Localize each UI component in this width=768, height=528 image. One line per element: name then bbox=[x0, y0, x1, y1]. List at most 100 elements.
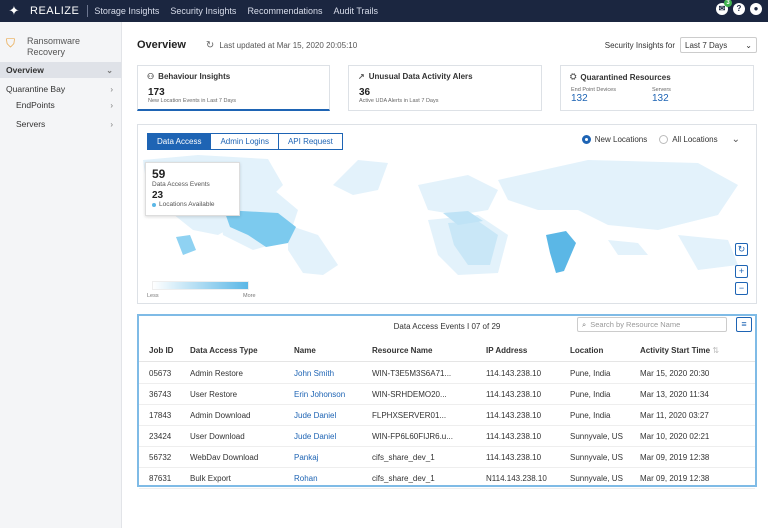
card-behaviour-insights[interactable]: ⚇ Behaviour Insights 173 New Location Eve… bbox=[137, 65, 330, 111]
card-value: 36 bbox=[359, 87, 371, 98]
cell-data-access-type: Admin Restore bbox=[190, 368, 243, 378]
sidebar-item-label: Overview bbox=[6, 65, 44, 75]
main-content: Overview ↻ Last updated at Mar 15, 2020 … bbox=[122, 22, 768, 528]
refresh-icon[interactable]: ↻ bbox=[205, 39, 215, 51]
last-updated: Last updated at Mar 15, 2020 20:05:10 bbox=[219, 40, 358, 50]
cell-ip-address: 114.143.238.10 bbox=[486, 431, 542, 441]
sidebar-item-overview[interactable]: Overview ⌄ bbox=[0, 62, 121, 78]
col-job-id[interactable]: Job ID bbox=[149, 346, 174, 355]
sidebar-item-endpoints[interactable]: EndPoints › bbox=[0, 97, 121, 113]
sort-icon[interactable]: ⇅ bbox=[712, 346, 720, 355]
help-icon[interactable]: ? bbox=[733, 3, 745, 15]
search-placeholder: Search by Resource Name bbox=[590, 320, 681, 329]
cell-location: Pune, India bbox=[570, 389, 611, 399]
cell-name[interactable]: Jude Daniel bbox=[294, 431, 337, 441]
col-location[interactable]: Location bbox=[570, 346, 604, 355]
servers-value[interactable]: 132 bbox=[651, 93, 669, 104]
cell-name[interactable]: Pankaj bbox=[294, 452, 319, 462]
cell-location: Sunnyvale, US bbox=[570, 473, 623, 483]
endpoint-label: End Point Devices bbox=[571, 87, 616, 93]
table-header: Job ID Data Access Type Name Resource Na… bbox=[139, 340, 755, 362]
table-row[interactable]: 87631 Bulk Export Rohan cifs_share_dev_1 N11… bbox=[139, 468, 755, 489]
radio-all-locations[interactable] bbox=[659, 135, 669, 144]
table-row[interactable]: 56732 WebDav Download Pankaj cifs_share_dev… bbox=[139, 447, 755, 468]
card-subtitle: Active UDA Alerts in Last 7 Days bbox=[359, 98, 439, 104]
col-ip-address[interactable]: IP Address bbox=[486, 346, 528, 355]
legend-dot-icon bbox=[152, 202, 156, 207]
cell-location: Pune, India bbox=[570, 368, 611, 378]
page-title: Overview bbox=[137, 39, 186, 51]
notifications-icon[interactable]: ✉ 3 bbox=[716, 0, 732, 15]
filter-icon[interactable]: ≡ bbox=[736, 317, 752, 332]
card-title: Quarantined Resources bbox=[580, 72, 671, 82]
chevron-right-icon: › bbox=[110, 100, 113, 110]
nav-storage-insights[interactable]: Storage Insights bbox=[94, 6, 160, 16]
cell-ip-address: 114.143.238.10 bbox=[486, 368, 542, 378]
zoom-in-button[interactable]: + bbox=[735, 265, 748, 278]
cell-name[interactable]: John Smith bbox=[294, 368, 335, 378]
card-quarantined-resources[interactable]: ⛭ Quarantined Resources End Point Devices… bbox=[560, 65, 754, 111]
col-data-access-type[interactable]: Data Access Type bbox=[190, 346, 258, 355]
reset-map-icon[interactable]: ↻ bbox=[735, 243, 748, 256]
cell-activity-start-time: Mar 09, 2019 12:38 bbox=[640, 473, 710, 483]
cell-data-access-type: Bulk Export bbox=[190, 473, 231, 483]
brand-name[interactable]: REALIZE bbox=[30, 5, 80, 17]
cell-resource-name: WIN-T3E5M3S6A71... bbox=[372, 368, 452, 378]
col-activity-start-time[interactable]: Activity Start Time ⇅ bbox=[640, 346, 720, 355]
cell-job-id: 23424 bbox=[149, 431, 172, 441]
data-access-table: Data Access Events I 07 of 29 ⌕ Search by… bbox=[137, 314, 757, 489]
cell-ip-address: 114.143.238.10 bbox=[486, 389, 542, 399]
cell-name[interactable]: Rohan bbox=[294, 473, 318, 483]
nav-audit-trails[interactable]: Audit Trails bbox=[333, 6, 379, 16]
top-bar: ✦ REALIZE Storage Insights Security Insi… bbox=[0, 0, 768, 22]
cell-job-id: 87631 bbox=[149, 473, 172, 483]
cell-location: Pune, India bbox=[570, 410, 611, 420]
cell-name[interactable]: Jude Daniel bbox=[294, 410, 337, 420]
map-tooltip: 59 Data Access Events 23 Locations Avail… bbox=[145, 162, 240, 216]
chevron-right-icon: › bbox=[110, 84, 113, 94]
nav-security-insights[interactable]: Security Insights bbox=[170, 6, 237, 16]
cell-job-id: 17843 bbox=[149, 410, 172, 420]
cell-job-id: 05673 bbox=[149, 368, 172, 378]
table-row[interactable]: 17843 Admin Download Jude Daniel FLPHXSERVE… bbox=[139, 405, 755, 426]
tab-data-access[interactable]: Data Access bbox=[147, 133, 212, 150]
sidebar-item-label: EndPoints bbox=[16, 100, 55, 110]
cell-activity-start-time: Mar 15, 2020 20:30 bbox=[640, 368, 710, 378]
chevron-down-icon[interactable]: ⌄ bbox=[731, 134, 740, 145]
map-panel: Data Access Admin Logins API Request New… bbox=[137, 124, 757, 304]
sidebar-item-quarantine-bay[interactable]: Quarantine Bay › bbox=[0, 81, 121, 97]
table-caption: Data Access Events I 07 of 29 bbox=[393, 322, 501, 331]
col-name[interactable]: Name bbox=[294, 346, 316, 355]
cell-resource-name: WIN-SRHDEMO20... bbox=[372, 389, 447, 399]
search-input[interactable]: ⌕ Search by Resource Name bbox=[577, 317, 727, 332]
card-value: 173 bbox=[148, 87, 165, 98]
cell-resource-name: cifs_share_dev_1 bbox=[372, 452, 435, 462]
cell-name[interactable]: Erin Johonson bbox=[294, 389, 346, 399]
user-icon[interactable]: ● bbox=[750, 3, 762, 15]
card-uda-alerts[interactable]: ↗ Unusual Data Activity Alers 36 Active U… bbox=[348, 65, 542, 111]
cell-data-access-type: WebDav Download bbox=[190, 452, 259, 462]
app-logo-icon[interactable]: ✦ bbox=[8, 3, 20, 18]
sidebar-item-servers[interactable]: Servers › bbox=[0, 116, 121, 132]
nav-recommendations[interactable]: Recommendations bbox=[247, 6, 323, 16]
table-row[interactable]: 05673 Admin Restore John Smith WIN-T3E5M3S6… bbox=[139, 363, 755, 384]
search-icon: ⌕ bbox=[582, 319, 587, 329]
radio-new-label: New Locations bbox=[594, 135, 648, 144]
tab-api-request[interactable]: API Request bbox=[278, 133, 343, 150]
table-row[interactable]: 23424 User Download Jude Daniel WIN-FP6L60F… bbox=[139, 426, 755, 447]
radio-all-label: All Locations bbox=[672, 135, 718, 144]
tab-admin-logins[interactable]: Admin Logins bbox=[211, 133, 279, 150]
cell-data-access-type: User Download bbox=[190, 431, 245, 441]
chevron-down-icon: ⌄ bbox=[106, 65, 113, 75]
col-resource-name[interactable]: Resource Name bbox=[372, 346, 433, 355]
table-row[interactable]: 36743 User Restore Erin Johonson WIN-SRHDEM… bbox=[139, 384, 755, 405]
cell-resource-name: cifs_share_dev_1 bbox=[372, 473, 435, 483]
chevron-down-icon: ⌄ bbox=[745, 40, 752, 50]
servers-label: Servers bbox=[651, 87, 671, 93]
time-range-select[interactable]: Last 7 Days ⌄ bbox=[680, 37, 757, 53]
sidebar-item-label: Quarantine Bay bbox=[6, 84, 66, 94]
cell-job-id: 56732 bbox=[149, 452, 172, 462]
radio-new-locations[interactable] bbox=[581, 135, 591, 144]
endpoint-value[interactable]: 132 bbox=[571, 93, 588, 104]
zoom-out-button[interactable]: − bbox=[735, 282, 748, 295]
